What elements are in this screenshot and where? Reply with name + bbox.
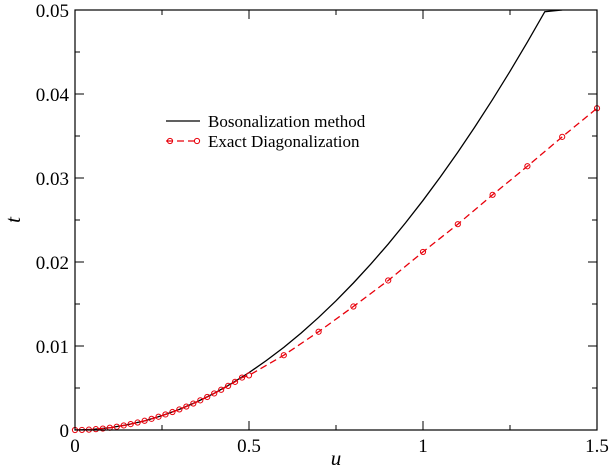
data-point (218, 386, 225, 393)
data-point (148, 415, 155, 422)
data-point (162, 411, 169, 418)
plot-frame (74, 9, 598, 431)
data-point (245, 372, 253, 379)
y-tick-label: 0.05 (36, 1, 69, 22)
y-axis-label: t (1, 216, 25, 223)
y-tick-label: 0.03 (36, 169, 69, 190)
legend-label-bosonalization: Bosonalization method (208, 112, 366, 131)
data-point (197, 397, 204, 404)
data-point (204, 393, 211, 401)
data-point (211, 390, 218, 397)
data-point (183, 403, 190, 410)
series-line-bosonalization (75, 10, 563, 430)
data-point (454, 221, 461, 228)
data-point (134, 419, 141, 426)
legend-swatch-marker (166, 137, 174, 145)
legend: Bosonalization method Exact Diagonalizat… (166, 112, 366, 151)
data-point (280, 352, 287, 359)
y-axis: 0 0.01 0.02 0.03 0.04 0.05 (36, 1, 597, 442)
plot-area (71, 9, 601, 434)
data-point (350, 303, 357, 310)
data-point (190, 400, 197, 407)
data-point (92, 426, 99, 433)
legend-swatch-exact-diagonalization (166, 137, 201, 145)
y-tick-label: 0.02 (36, 253, 69, 274)
y-tick-label: 0 (60, 421, 70, 442)
data-point (238, 374, 246, 381)
data-point (155, 413, 162, 420)
data-point (315, 328, 322, 335)
data-point (113, 423, 120, 430)
data-point (225, 382, 232, 389)
x-axis: 0 0.5 1 1.5 (70, 10, 609, 457)
data-point (419, 248, 427, 256)
x-axis-label: u (331, 446, 342, 470)
data-point (231, 378, 239, 385)
y-tick-label: 0.01 (36, 337, 69, 358)
data-point (176, 406, 183, 413)
data-point (489, 191, 496, 198)
data-point (141, 417, 148, 424)
series-line-exact-diagonalization (75, 107, 597, 430)
x-tick-label: 1 (418, 436, 428, 457)
data-point (127, 421, 134, 428)
y-tick-label: 0.04 (36, 85, 70, 106)
data-point (559, 133, 566, 140)
data-point (169, 408, 176, 416)
x-tick-label: 0 (70, 436, 80, 457)
data-point (524, 163, 531, 170)
data-point (99, 425, 106, 432)
legend-label-exact-diagonalization: Exact Diagonalization (208, 132, 360, 151)
legend-swatch-marker (193, 137, 201, 145)
data-point (385, 277, 392, 284)
x-tick-label: 1.5 (585, 436, 609, 457)
data-point (120, 422, 127, 429)
x-tick-label: 0.5 (237, 436, 261, 457)
